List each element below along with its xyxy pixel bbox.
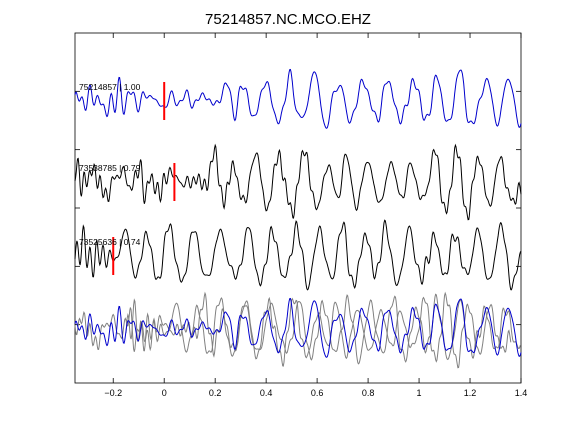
trace-label: 73538785 | 0.79 (79, 163, 141, 173)
overlay-line (125, 293, 521, 365)
x-tick-label: 1.2 (464, 388, 477, 398)
x-tick-label: 1.4 (515, 388, 528, 398)
axis-ticks: −0.2 0 0.2 0.4 0.6 0.8 1 1.2 1.4 (75, 33, 527, 398)
x-tick-label: −0.2 (104, 388, 122, 398)
trace-line (74, 219, 522, 291)
trace-group: 75214857 | 1.00 73538785 | 0.79 73525636 |… (74, 68, 522, 369)
x-tick-label: 1 (417, 388, 422, 398)
trace-line (74, 143, 522, 221)
x-tick-label: 0.8 (362, 388, 375, 398)
overlay-traces (74, 291, 522, 369)
overlay-line (74, 297, 522, 358)
x-tick-label: 0.4 (260, 388, 273, 398)
x-tick-label: 0 (162, 388, 167, 398)
trace-line (74, 68, 522, 129)
chart-title: 75214857.NC.MCO.EHZ (205, 11, 371, 28)
trace-label: 75214857 | 1.00 (79, 82, 141, 92)
trace-1: 75214857 | 1.00 (74, 68, 522, 129)
overlay-line (74, 291, 512, 369)
trace-2: 73538785 | 0.79 (74, 143, 522, 221)
trace-label: 73525636 | 0.74 (79, 237, 141, 247)
trace-3: 73525636 | 0.74 (74, 219, 522, 291)
x-tick-label: 0.6 (311, 388, 324, 398)
x-tick-label: 0.2 (209, 388, 222, 398)
